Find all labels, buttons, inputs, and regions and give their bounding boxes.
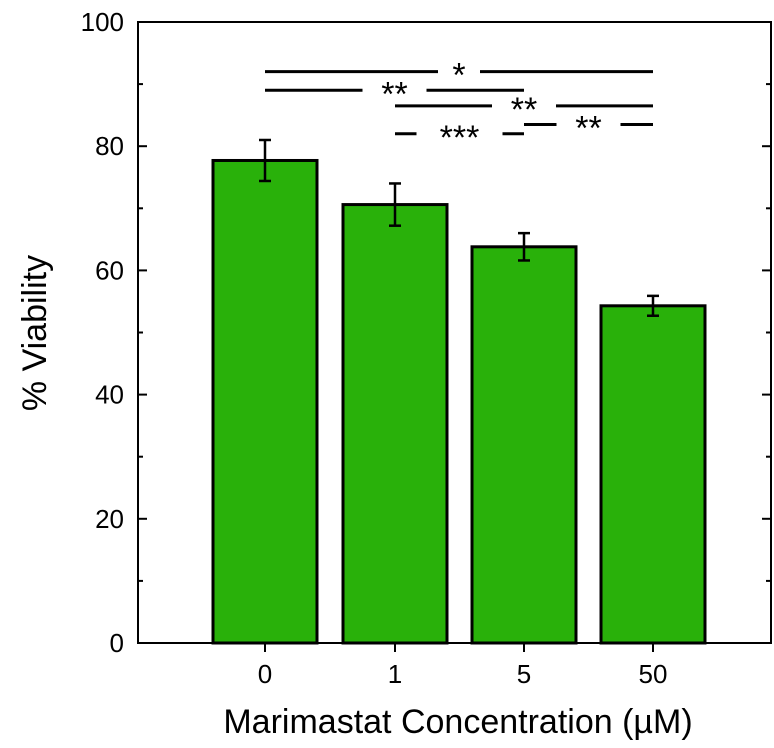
x-tick-label-5: 5 [517, 659, 531, 689]
y-tick-label-60: 60 [95, 255, 124, 285]
significance-label-0: * [452, 57, 465, 95]
y-tick-label-0: 0 [110, 628, 124, 658]
bar-5 [470, 245, 578, 645]
y-axis-ticks: 0 20 40 60 80 100 [81, 7, 771, 658]
significance-label-1: ** [381, 75, 407, 113]
bar-50 [599, 304, 707, 645]
y-axis-label: % Viability [16, 255, 54, 411]
y-tick-label-100: 100 [81, 7, 124, 37]
significance-label-3: ** [575, 109, 601, 147]
y-tick-label-20: 20 [95, 504, 124, 534]
x-axis-ticks: 0 1 5 50 [258, 643, 668, 689]
y-tick-label-80: 80 [95, 131, 124, 161]
significance-group: *** ** ***** [265, 57, 653, 157]
bar-0 [211, 158, 319, 645]
bar-1 [341, 203, 449, 645]
x-tick-label-0: 0 [258, 659, 272, 689]
significance-label-2: ** [511, 91, 537, 129]
x-tick-label-50: 50 [639, 659, 668, 689]
bars-group [211, 158, 707, 645]
significance-label-4: *** [440, 119, 480, 157]
y-tick-label-40: 40 [95, 380, 124, 410]
x-tick-label-1: 1 [388, 659, 402, 689]
error-bars-group [259, 138, 659, 317]
x-axis-label: Marimastat Concentration (µM) [223, 703, 692, 741]
